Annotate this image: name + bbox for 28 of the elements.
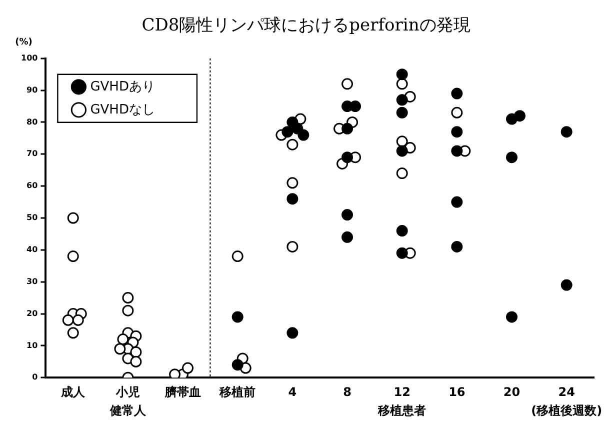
y-tick-label: 80 bbox=[26, 117, 38, 126]
legend-label: GVHDなし bbox=[90, 102, 155, 118]
chart-title: CD8陽性リンパ球におけるperforinの発現 bbox=[142, 16, 470, 36]
y-tick-label: 30 bbox=[26, 276, 38, 286]
y-tick-label: 90 bbox=[26, 85, 38, 94]
x-tick-label: 臍帯血 bbox=[164, 384, 201, 399]
x-tick-label: 成人 bbox=[60, 384, 86, 399]
x-tick-label: 小児 bbox=[114, 384, 140, 399]
x-tick-label: 16 bbox=[448, 384, 466, 399]
y-tick-label: 40 bbox=[26, 245, 38, 254]
y-tick-label: 100 bbox=[20, 53, 38, 62]
y-axis-title: (%) bbox=[15, 37, 32, 48]
x-tick-label: 20 bbox=[503, 384, 520, 399]
y-tick-label: 0 bbox=[32, 372, 38, 382]
y-tick-label: 70 bbox=[26, 149, 38, 158]
text: 移植患者 bbox=[377, 404, 426, 418]
text: 健常人 bbox=[108, 404, 147, 418]
y-tick-label: 20 bbox=[26, 308, 38, 318]
x-tick-label: 8 bbox=[343, 384, 352, 399]
y-tick-label: 10 bbox=[26, 340, 38, 350]
y-tick-label: 60 bbox=[26, 181, 38, 190]
x-tick-label: 4 bbox=[288, 384, 297, 399]
x-tick-label: 12 bbox=[394, 384, 410, 399]
x-tick-label: 移植前 bbox=[218, 384, 256, 399]
legend-label: GVHDあり bbox=[90, 79, 155, 94]
x-tick-label: 24 bbox=[558, 384, 575, 399]
y-tick-label: 50 bbox=[26, 213, 38, 222]
text: (移植後週数) bbox=[531, 404, 602, 418]
